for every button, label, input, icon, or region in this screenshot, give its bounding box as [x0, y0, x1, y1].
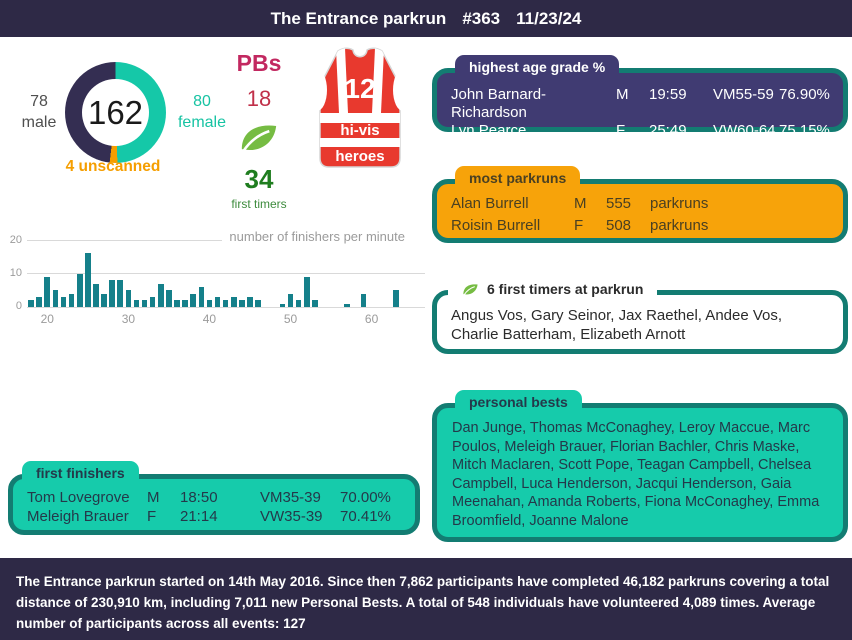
- bar: [287, 293, 294, 307]
- bar: [214, 296, 221, 307]
- bar: [198, 286, 205, 307]
- age-grade-card: John Barnard-Richardson M 19:59 VM55-59 …: [432, 68, 848, 139]
- bar: [101, 293, 107, 307]
- y-tick-label: 0: [15, 300, 22, 312]
- bar: [141, 300, 148, 307]
- bar: [206, 300, 213, 307]
- gridline-0: [27, 307, 425, 308]
- male-count-label: 78 male: [21, 93, 57, 131]
- y-tick-label: 20: [9, 234, 22, 246]
- x-tick-label: 60: [364, 312, 379, 326]
- gridline-10: [27, 273, 425, 274]
- most-parkruns-card-title: most parkruns: [455, 166, 581, 190]
- bar-chart-title: number of finishers per minute: [229, 229, 405, 244]
- event-number: #363: [462, 8, 501, 28]
- first-timers-card-title: 6 first timers at parkrun: [448, 277, 658, 301]
- bar: [239, 300, 245, 307]
- leaf-icon: [226, 120, 292, 161]
- bar: [52, 290, 59, 307]
- y-tick-label: 10: [9, 267, 22, 279]
- bar-area: 20 30 40 50 60: [27, 240, 400, 326]
- bar: [255, 300, 261, 307]
- bar: [36, 296, 42, 307]
- x-tick-label: 40: [202, 312, 217, 326]
- first-timers-count: 34: [244, 164, 274, 194]
- bar: [393, 290, 399, 307]
- table-row: Roisin Burrell F 508 parkruns: [451, 217, 709, 234]
- bar: [222, 300, 229, 307]
- pbs-label: PBs: [236, 50, 282, 76]
- hi-vis-word2: heroes: [335, 148, 384, 165]
- bar: [157, 283, 164, 307]
- bar: [68, 293, 75, 307]
- bar: [76, 273, 83, 307]
- bar: [133, 300, 140, 307]
- hi-vis-vest-icon: 12 hi-vis heroes: [307, 46, 413, 175]
- personal-bests-names: Dan Junge, Thomas McConaghey, Leroy Macc…: [452, 420, 820, 529]
- bar: [44, 276, 51, 307]
- header-bar: The Entrance parkrun #363 11/23/24: [0, 0, 852, 37]
- page-title: The Entrance parkrun: [270, 8, 447, 28]
- hi-vis-word1: hi-vis: [340, 122, 379, 139]
- personal-bests-card: Dan Junge, Thomas McConaghey, Leroy Macc…: [432, 403, 848, 542]
- table-row: Tom Lovegrove M 18:50 VM35-39 70.00%: [27, 489, 391, 506]
- bar: [247, 296, 253, 307]
- total-finishers: 162: [82, 79, 149, 146]
- x-tick-label: 30: [121, 312, 136, 326]
- table-row: Lyn Pearce F 25:49 VW60-64 75.15%: [451, 122, 830, 139]
- bar: [125, 290, 132, 307]
- female-count-label: 80 female: [177, 93, 227, 131]
- bar: [174, 300, 180, 307]
- bar: [295, 300, 302, 307]
- hi-vis-count: 12: [344, 73, 375, 104]
- bar: [60, 296, 67, 307]
- table-row: Meleigh Brauer F 21:14 VW35-39 70.41%: [27, 508, 391, 525]
- bar: [190, 293, 197, 307]
- bar: [85, 253, 91, 307]
- age-grade-card-title: highest age grade %: [455, 55, 620, 79]
- gridline-20: [27, 240, 222, 241]
- pbs-count: 18: [246, 86, 272, 111]
- gender-donut-chart: 162: [65, 62, 166, 163]
- bar: [344, 303, 351, 307]
- unscanned-count-label: 4 unscanned: [65, 158, 161, 175]
- bar: [312, 300, 318, 307]
- bar: [279, 303, 286, 307]
- table-row: John Barnard-Richardson M 19:59 VM55-59 …: [451, 86, 830, 121]
- event-history-summary: The Entrance parkrun started on 14th May…: [0, 558, 852, 640]
- leaf-icon: [462, 282, 479, 297]
- bar: [109, 280, 115, 307]
- x-tick-label: 50: [283, 312, 298, 326]
- pb-firsttimer-summary: PBs 18 34 first timers: [226, 50, 292, 211]
- bar: [149, 296, 156, 307]
- first-finishers-card-title: first finishers: [22, 461, 139, 485]
- first-timers-names: Angus Vos, Gary Seinor, Jax Raethel, And…: [451, 307, 783, 343]
- bar: [93, 283, 99, 307]
- bar: [166, 290, 172, 307]
- bar: [360, 293, 367, 307]
- first-timers-label: first timers: [231, 197, 287, 211]
- event-date: 11/23/24: [516, 8, 582, 28]
- x-tick-label: 20: [40, 312, 54, 326]
- bar: [230, 296, 237, 307]
- bar: [303, 276, 310, 307]
- personal-bests-card-title: personal bests: [455, 390, 582, 414]
- table-row: Alan Burrell M 555 parkruns: [451, 195, 709, 212]
- bar: [182, 300, 188, 307]
- bar: [117, 280, 124, 307]
- bar: [28, 300, 34, 307]
